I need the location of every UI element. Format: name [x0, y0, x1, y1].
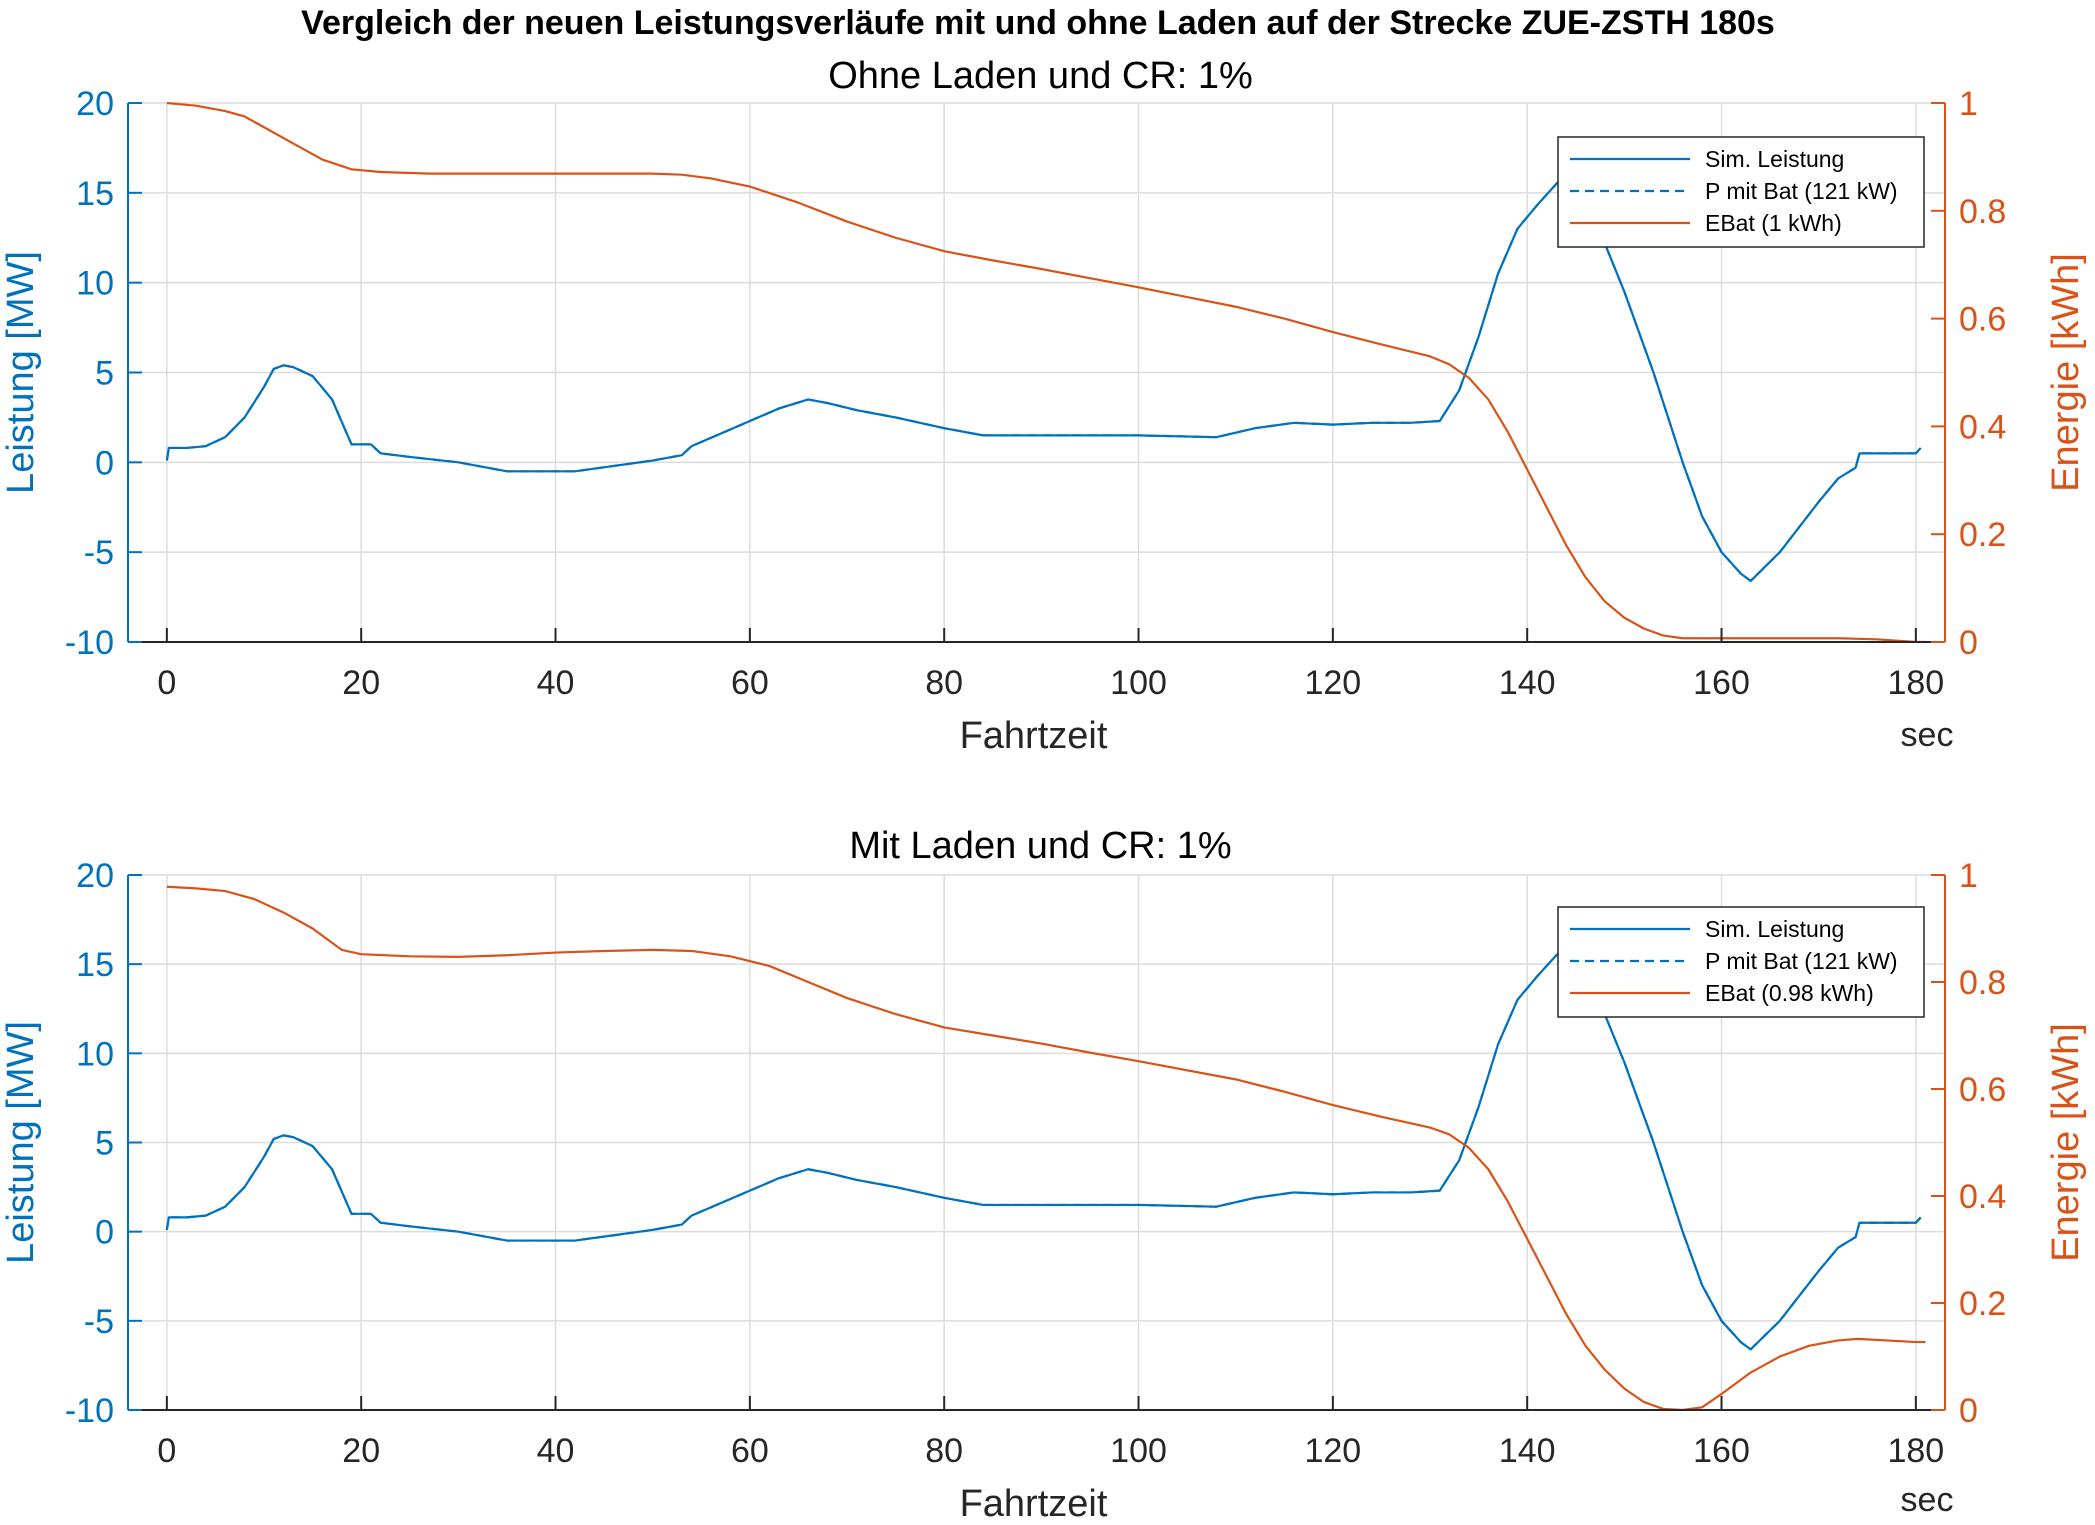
y-left-tick-label: -10 — [65, 1392, 114, 1430]
x-tick-label: 20 — [342, 664, 380, 702]
chart-panel-top: 0 20 40 60 80 100 120 140 160 180 -10 -5 0 5 10 15 20 0 0.… — [0, 55, 2087, 757]
series-line-2 — [165, 945, 1922, 1351]
legend-label-1: Sim. Leistung — [1705, 146, 1844, 172]
x-tick-label: 60 — [731, 1432, 769, 1470]
y-right-tick-label: 0 — [1959, 1392, 1978, 1430]
y-right-tick-label: 0.4 — [1959, 1178, 2006, 1216]
y-right-tick-label: 0.4 — [1959, 408, 2006, 446]
top-series-group — [165, 102, 1926, 643]
top-legend: Sim. Leistung P mit Bat (121 kW) EBat (1 k… — [1557, 136, 1925, 248]
legend-label-1: Sim. Leistung — [1705, 916, 1844, 942]
bottom-axes: 0 20 40 60 80 100 120 140 160 180 -10 -5 0 5 10 15 20 0 0.… — [65, 857, 2006, 1470]
x-tick-label: 100 — [1110, 664, 1167, 702]
bottom-y-left-axis-label: Leistung [MW] — [0, 1021, 42, 1264]
series-line-3 — [166, 885, 1926, 1411]
x-tick-label: 140 — [1499, 1432, 1556, 1470]
y-left-tick-label: 10 — [76, 265, 114, 303]
bottom-legend: Sim. Leistung P mit Bat (121 kW) EBat (0.9… — [1557, 906, 1925, 1018]
x-tick-label: 40 — [537, 1432, 575, 1470]
top-y-left-axis-label: Leistung [MW] — [0, 251, 42, 494]
y-right-tick-label: 0.6 — [1959, 1071, 2006, 1109]
series-line-2 — [165, 173, 1922, 583]
x-tick-label: 80 — [925, 664, 963, 702]
top-y-right-axis-label: Energie [kWh] — [2045, 253, 2087, 492]
x-tick-label: 60 — [731, 664, 769, 702]
y-left-tick-label: 20 — [76, 857, 114, 895]
legend-label-3: EBat (0.98 kWh) — [1705, 980, 1874, 1006]
y-left-tick-label: -10 — [65, 624, 114, 662]
top-axes: 0 20 40 60 80 100 120 140 160 180 -10 -5 0 5 10 15 20 0 0.… — [65, 85, 2006, 702]
legend-label-3: EBat (1 kWh) — [1705, 210, 1842, 236]
legend-label-2: P mit Bat (121 kW) — [1705, 178, 1898, 204]
bottom-x-unit-label: sec — [1901, 1481, 1954, 1519]
x-tick-label: 140 — [1499, 664, 1556, 702]
y-right-tick-label: 0 — [1959, 624, 1978, 662]
y-left-tick-label: 10 — [76, 1035, 114, 1073]
y-left-tick-label: 20 — [76, 85, 114, 123]
x-tick-label: 0 — [157, 1432, 176, 1470]
y-left-tick-label: -5 — [84, 534, 114, 572]
chart-panel-bottom: 0 20 40 60 80 100 120 140 160 180 -10 -5 0 5 10 15 20 0 0.… — [0, 825, 2087, 1525]
y-right-tick-label: 0.6 — [1959, 301, 2006, 339]
y-left-tick-label: 15 — [76, 175, 114, 213]
x-tick-label: 40 — [537, 664, 575, 702]
figure-title: Vergleich der neuen Leistungsverläufe mi… — [301, 4, 1775, 42]
y-left-tick-label: 15 — [76, 946, 114, 984]
top-chart-title: Ohne Laden und CR: 1% — [828, 55, 1253, 97]
y-right-tick-label: 0.2 — [1959, 1285, 2006, 1323]
y-left-tick-label: 5 — [95, 355, 114, 393]
x-tick-label: 80 — [925, 1432, 963, 1470]
x-tick-label: 120 — [1304, 664, 1361, 702]
bottom-series-group — [165, 885, 1926, 1411]
y-left-tick-label: 0 — [95, 1214, 114, 1252]
y-left-tick-label: -5 — [84, 1303, 114, 1341]
x-tick-label: 180 — [1887, 664, 1944, 702]
y-right-tick-label: 0.2 — [1959, 516, 2006, 554]
y-right-tick-label: 0.8 — [1959, 193, 2006, 231]
x-tick-label: 120 — [1304, 1432, 1361, 1470]
y-right-tick-label: 1 — [1959, 85, 1978, 123]
x-tick-label: 180 — [1887, 1432, 1944, 1470]
series-line-3 — [166, 102, 1926, 643]
bottom-y-right-axis-label: Energie [kWh] — [2045, 1023, 2087, 1262]
y-right-tick-label: 1 — [1959, 857, 1978, 895]
top-x-axis-label: Fahrtzeit — [960, 715, 1108, 757]
bottom-x-axis-label: Fahrtzeit — [960, 1483, 1108, 1525]
x-tick-label: 100 — [1110, 1432, 1167, 1470]
y-left-tick-label: 5 — [95, 1125, 114, 1163]
x-tick-label: 160 — [1693, 664, 1750, 702]
x-tick-label: 20 — [342, 1432, 380, 1470]
legend-label-2: P mit Bat (121 kW) — [1705, 948, 1898, 974]
y-left-tick-label: 0 — [95, 444, 114, 482]
x-tick-label: 0 — [157, 664, 176, 702]
bottom-chart-title: Mit Laden und CR: 1% — [849, 825, 1231, 867]
y-right-tick-label: 0.8 — [1959, 964, 2006, 1002]
top-x-unit-label: sec — [1901, 716, 1954, 754]
x-tick-label: 160 — [1693, 1432, 1750, 1470]
